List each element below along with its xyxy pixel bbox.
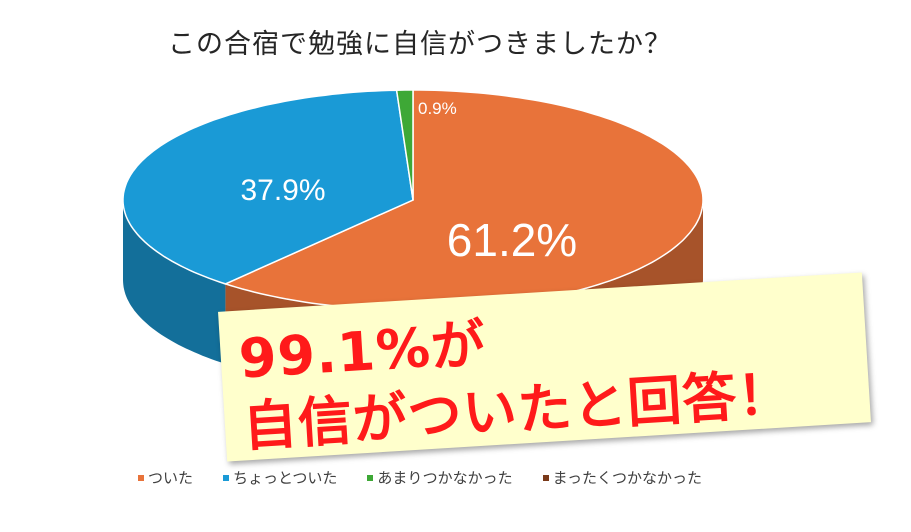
legend-swatch <box>367 474 374 481</box>
legend-swatch <box>542 474 549 481</box>
legend-label: ちょっとついた <box>233 469 338 487</box>
pie-slice-1 <box>122 89 414 285</box>
slice-label-2: 0.9% <box>418 99 457 118</box>
legend-label: まったくつかなかった <box>552 469 702 487</box>
pie-slice-2 <box>395 89 414 201</box>
legend-item-0: ついた <box>138 467 193 488</box>
slice-label-1: 37.9% <box>240 174 325 207</box>
legend-swatch <box>138 474 144 481</box>
pie-top <box>122 89 704 311</box>
legend-swatch <box>223 474 230 481</box>
legend-item-1: ちょっとついた <box>223 467 337 488</box>
chart-title: この合宿で勉強に自信がつきましたか？ <box>168 29 672 60</box>
legend-item-2: あまりつかなかった <box>367 467 513 488</box>
pie-side-1-0 <box>123 200 226 364</box>
slice-label-0: 61.2% <box>447 214 577 266</box>
legend-label: ついた <box>148 469 194 487</box>
legend-item-3: まったくつかなかった <box>542 467 702 488</box>
legend-label: あまりつかなかった <box>377 469 513 487</box>
legend: ついた ちょっとついた あまりつかなかった まったくつかなかった <box>0 467 840 488</box>
